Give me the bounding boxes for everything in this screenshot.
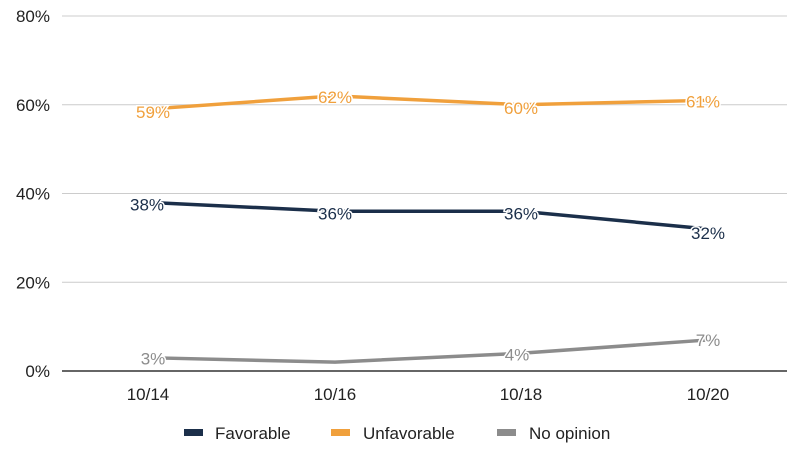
legend: Favorable Unfavorable No opinion	[184, 424, 610, 443]
y-tick-label: 40%	[16, 185, 50, 204]
data-label: 60%	[504, 99, 538, 118]
y-tick-label: 0%	[25, 362, 50, 381]
data-label: 3%	[141, 350, 166, 369]
y-tick-label: 20%	[16, 273, 50, 292]
series-line-favorable	[146, 200, 710, 231]
data-label: 62%	[318, 88, 352, 107]
data-label: 38%	[130, 195, 164, 214]
data-label: 4%	[505, 345, 530, 364]
data-label: 59%	[136, 103, 170, 122]
x-axis: 10/14 10/16 10/18 10/20	[127, 385, 730, 404]
x-tick-label: 10/18	[500, 385, 543, 404]
x-tick-label: 10/16	[314, 385, 357, 404]
data-label: 32%	[691, 224, 725, 243]
series-line-unfavorable	[146, 94, 710, 111]
legend-swatch	[331, 429, 350, 436]
data-label: 61%	[686, 92, 720, 111]
legend-label: Favorable	[215, 424, 291, 443]
legend-swatch	[184, 429, 203, 436]
legend-label: Unfavorable	[363, 424, 455, 443]
series-line-no-opinion	[146, 338, 710, 364]
data-labels: 38% 36% 36% 32% 59% 62% 60% 61% 3% 4% 7%	[128, 86, 726, 370]
y-axis: 0% 20% 40% 60% 80%	[16, 7, 50, 381]
x-tick-label: 10/14	[127, 385, 170, 404]
data-label: 36%	[504, 204, 538, 223]
y-tick-label: 60%	[16, 96, 50, 115]
legend-label: No opinion	[529, 424, 610, 443]
y-tick-label: 80%	[16, 7, 50, 26]
legend-swatch	[497, 429, 516, 436]
series-lines	[146, 94, 710, 364]
data-label: 7%	[696, 331, 721, 350]
gridlines	[62, 15, 787, 372]
x-tick-label: 10/20	[687, 385, 730, 404]
data-label: 36%	[318, 204, 352, 223]
